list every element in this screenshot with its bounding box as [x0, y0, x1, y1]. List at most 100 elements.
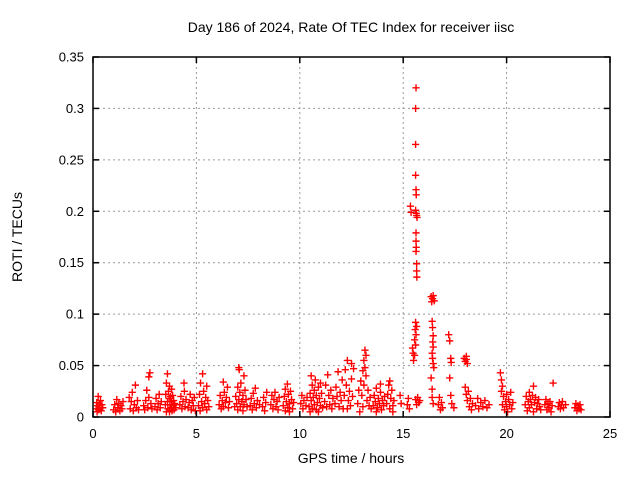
data-point-marker	[242, 395, 250, 404]
data-point-marker	[485, 401, 493, 409]
data-point-marker	[340, 391, 348, 399]
data-point-marker	[163, 370, 172, 378]
data-point-marker	[429, 343, 437, 351]
data-point-marker	[376, 380, 385, 388]
data-point-marker	[361, 346, 369, 354]
data-point-marker	[144, 404, 152, 412]
data-point-marker	[145, 393, 153, 402]
data-point-marker	[343, 356, 351, 365]
data-point-marker	[358, 391, 366, 399]
data-point-marker	[529, 382, 538, 390]
y-tick-label: 0.2	[66, 204, 84, 219]
data-point-marker	[260, 393, 268, 402]
grid-layer	[93, 57, 610, 417]
data-point-marker	[504, 408, 512, 416]
data-point-marker	[462, 352, 470, 360]
data-point-marker	[477, 399, 485, 407]
data-point-marker	[410, 336, 419, 344]
data-point-marker	[416, 396, 424, 405]
data-point-marker	[318, 404, 327, 412]
data-point-marker	[366, 393, 374, 402]
data-point-marker	[239, 391, 247, 399]
data-point-marker	[314, 383, 323, 391]
x-tick-label: 10	[293, 426, 307, 441]
y-tick-label: 0.3	[66, 101, 84, 116]
data-point-marker	[370, 391, 378, 399]
data-point-marker	[396, 391, 404, 399]
data-point-marker	[134, 406, 143, 414]
data-point-marker	[410, 351, 419, 359]
data-point-marker	[561, 401, 570, 409]
data-point-marker	[113, 395, 121, 404]
x-tick-label: 25	[603, 426, 617, 441]
data-point-marker	[119, 397, 127, 406]
data-point-marker	[334, 368, 342, 376]
data-point-marker	[321, 397, 329, 406]
data-point-marker	[128, 388, 136, 396]
data-point-marker	[435, 393, 443, 402]
data-point-marker	[146, 369, 154, 377]
data-point-marker	[549, 379, 557, 387]
data-point-marker	[223, 383, 232, 391]
data-point-marker	[246, 402, 254, 410]
data-point-marker	[466, 394, 475, 403]
data-point-marker	[112, 408, 120, 416]
data-point-marker	[220, 388, 228, 396]
data-point-marker	[280, 392, 288, 401]
data-point-marker	[361, 364, 369, 372]
data-point-marker	[390, 396, 398, 405]
data-point-marker	[169, 391, 177, 399]
data-point-marker	[316, 379, 325, 387]
data-point-marker	[94, 392, 102, 401]
data-point-marker	[239, 407, 247, 415]
data-point-marker	[236, 403, 244, 411]
data-point-marker	[388, 386, 396, 394]
data-point-marker	[147, 400, 155, 408]
data-point-marker	[338, 376, 346, 384]
data-point-marker	[412, 341, 420, 349]
data-point-marker	[349, 365, 358, 373]
data-point-marker	[180, 379, 188, 387]
data-point-marker	[467, 406, 476, 414]
data-point-marker	[498, 382, 507, 390]
data-point-marker	[155, 390, 163, 398]
data-point-marker	[285, 400, 294, 408]
data-point-marker	[413, 322, 421, 331]
data-point-marker	[258, 403, 267, 411]
x-tick-label: 20	[499, 426, 513, 441]
data-point-marker	[430, 364, 438, 372]
data-point-marker	[428, 317, 436, 325]
data-point-marker	[450, 404, 458, 412]
data-point-marker	[190, 393, 198, 402]
data-point-marker	[405, 405, 414, 413]
data-point-marker	[186, 390, 194, 398]
data-point-marker	[412, 229, 420, 237]
data-point-marker	[326, 401, 334, 409]
y-tick-labels: 0 0.05 0.1 0.15 0.2 0.25 0.3 0.35	[59, 50, 84, 425]
x-tick-label: 5	[193, 426, 200, 441]
data-point-marker	[195, 390, 204, 398]
data-point-marker	[234, 383, 242, 391]
data-point-marker	[152, 394, 160, 403]
data-point-marker	[310, 386, 318, 394]
data-point-marker	[355, 386, 363, 394]
x-tick-label: 0	[89, 426, 96, 441]
data-point-marker	[413, 260, 421, 268]
data-point-marker	[267, 401, 275, 409]
data-point-marker	[389, 408, 397, 416]
data-point-marker	[216, 391, 224, 399]
data-point-marker	[522, 392, 530, 401]
data-point-marker	[347, 375, 356, 383]
x-axis-label: GPS time / hours	[298, 450, 405, 466]
data-point-marker	[429, 292, 437, 300]
data-point-marker	[389, 402, 397, 410]
data-point-marker	[386, 377, 394, 385]
data-point-marker	[461, 383, 469, 391]
data-point-marker	[576, 401, 584, 409]
data-point-marker	[360, 381, 368, 389]
data-point-marker	[481, 396, 489, 405]
data-point-marker	[542, 395, 550, 404]
data-point-marker	[306, 389, 314, 397]
data-point-marker	[187, 406, 195, 414]
data-point-marker	[324, 371, 332, 379]
